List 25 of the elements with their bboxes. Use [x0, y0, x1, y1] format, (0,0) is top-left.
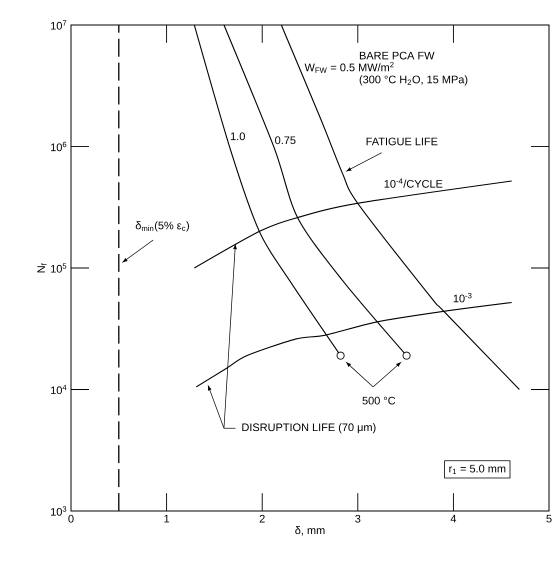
annotation: BARE PCA FW	[360, 52, 434, 60]
annotation: DISRUPTION LIFE (70 μm)	[242, 423, 376, 434]
y-tick-label: 10$^{3}$	[51, 506, 66, 516]
series-label: 10$^{-4}$/CYCLE	[384, 178, 442, 188]
annotation: 500 °C	[362, 396, 396, 404]
x-tick-label: 2	[260, 514, 265, 522]
annotation: FATIGUE LIFE	[366, 138, 438, 146]
y-axis-title: N$_{f}$	[37, 263, 47, 272]
series-label: 10$^{-3}$	[454, 292, 472, 302]
x-tick-label: 5	[546, 514, 552, 522]
y-tick-label: 10$^{7}$	[51, 20, 66, 30]
x-tick-label: 4	[450, 514, 456, 522]
annotation: (300 °C H$_{2}$O, 15 MPa)	[360, 75, 468, 86]
series-label: W$_{FW}$ = 0.5 MW/m$^{2}$	[304, 62, 394, 73]
x-axis-title: δ, mm	[295, 526, 324, 536]
y-tick-label: 10$^{4}$	[51, 384, 66, 394]
x-tick-label: 3	[355, 514, 360, 523]
x-tick-label: 0	[68, 514, 74, 523]
x-tick-label: 1	[164, 514, 170, 522]
ref-line-label: δ$_{min}$(5% ε$_{c}$)	[136, 221, 189, 232]
annotation: r$_{1}$ = 5.0 mm	[449, 464, 506, 474]
series-label: 1.0	[230, 132, 245, 140]
y-tick-label: 10$^{5}$	[51, 263, 66, 273]
y-tick-label: 10$^{6}$	[51, 142, 66, 152]
series-label: 0.75	[275, 136, 296, 144]
